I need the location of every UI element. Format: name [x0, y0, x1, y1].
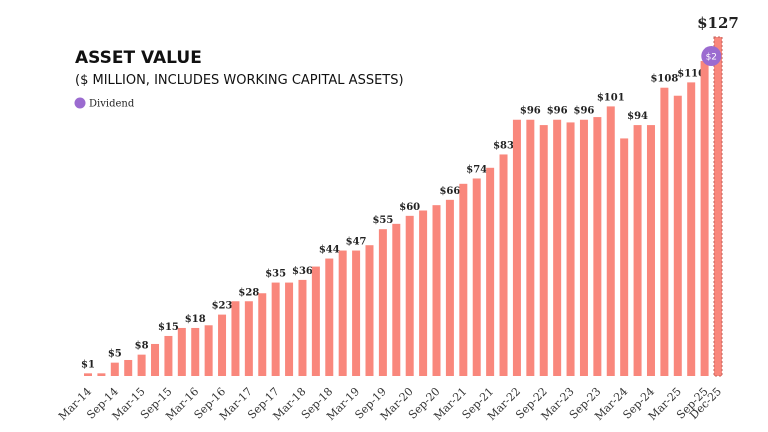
- data-label: $23: [212, 301, 233, 312]
- bar: [124, 359, 133, 376]
- data-label: $36: [292, 266, 313, 277]
- dividend-label: $2: [706, 53, 717, 63]
- legend-swatch: [74, 97, 86, 109]
- bar: [258, 293, 267, 376]
- data-label: $15: [158, 322, 179, 333]
- bar: [673, 95, 682, 376]
- bar: [499, 154, 508, 376]
- bar: [660, 87, 669, 376]
- bar: [472, 178, 481, 376]
- data-label: $18: [185, 314, 206, 325]
- data-label: $127: [697, 14, 739, 32]
- bar: [526, 119, 535, 376]
- bar: [646, 125, 655, 377]
- bar: [352, 250, 361, 376]
- data-label: $101: [597, 92, 625, 103]
- data-label: $44: [319, 245, 340, 256]
- chart-title: ASSET VALUE: [75, 48, 202, 68]
- data-label: $110: [677, 68, 705, 79]
- bar: [512, 119, 521, 376]
- data-label: $74: [466, 164, 487, 175]
- bar: [218, 314, 227, 376]
- bar: [325, 258, 334, 376]
- bar: [593, 117, 602, 377]
- bar: [285, 282, 294, 376]
- bar: [97, 373, 106, 376]
- data-label: $55: [372, 215, 393, 226]
- bar: [177, 327, 186, 376]
- bar: [311, 266, 320, 376]
- data-label: $35: [265, 269, 286, 280]
- bar: [191, 327, 200, 376]
- data-label: $47: [346, 237, 367, 248]
- bar: [633, 125, 642, 377]
- bar: [244, 301, 253, 376]
- bar: [84, 373, 92, 376]
- data-label: $60: [399, 202, 420, 213]
- bar: [579, 119, 588, 376]
- bar: [365, 245, 374, 376]
- bar: [432, 205, 441, 376]
- data-label: $96: [547, 106, 568, 117]
- data-label: $96: [520, 106, 541, 117]
- bar: [620, 138, 629, 376]
- data-label: $1: [81, 359, 95, 370]
- data-label: $94: [627, 111, 648, 122]
- bar: [539, 125, 548, 377]
- bar: [553, 119, 562, 376]
- bar: [271, 282, 280, 376]
- bar: [486, 167, 495, 376]
- bar: [459, 183, 468, 376]
- bar: [713, 36, 723, 377]
- bar: [164, 335, 173, 376]
- bar: [151, 343, 160, 376]
- bar: [110, 362, 119, 376]
- chart-subtitle: ($ MILLION, INCLUDES WORKING CAPITAL ASS…: [75, 73, 404, 88]
- bar: [700, 61, 709, 376]
- bar: [137, 354, 146, 376]
- bar: [566, 122, 575, 376]
- data-label: $96: [574, 106, 595, 117]
- dividend-marker: [701, 46, 722, 67]
- bar: [231, 301, 240, 376]
- bar: [606, 106, 615, 376]
- bar: [405, 215, 414, 376]
- legend-label: Dividend: [89, 99, 135, 110]
- bar: [445, 199, 454, 376]
- data-label: $28: [238, 287, 259, 298]
- bar: [687, 82, 696, 376]
- data-label: $66: [439, 186, 460, 197]
- bar: [204, 325, 213, 376]
- data-label: $108: [650, 74, 678, 85]
- bar: [298, 279, 307, 376]
- data-label: $5: [108, 349, 122, 360]
- bar: [392, 223, 401, 376]
- bar: [419, 210, 428, 376]
- bar: [378, 229, 387, 376]
- data-label: $83: [493, 140, 514, 151]
- bar: [338, 250, 347, 376]
- data-label: $8: [135, 341, 149, 352]
